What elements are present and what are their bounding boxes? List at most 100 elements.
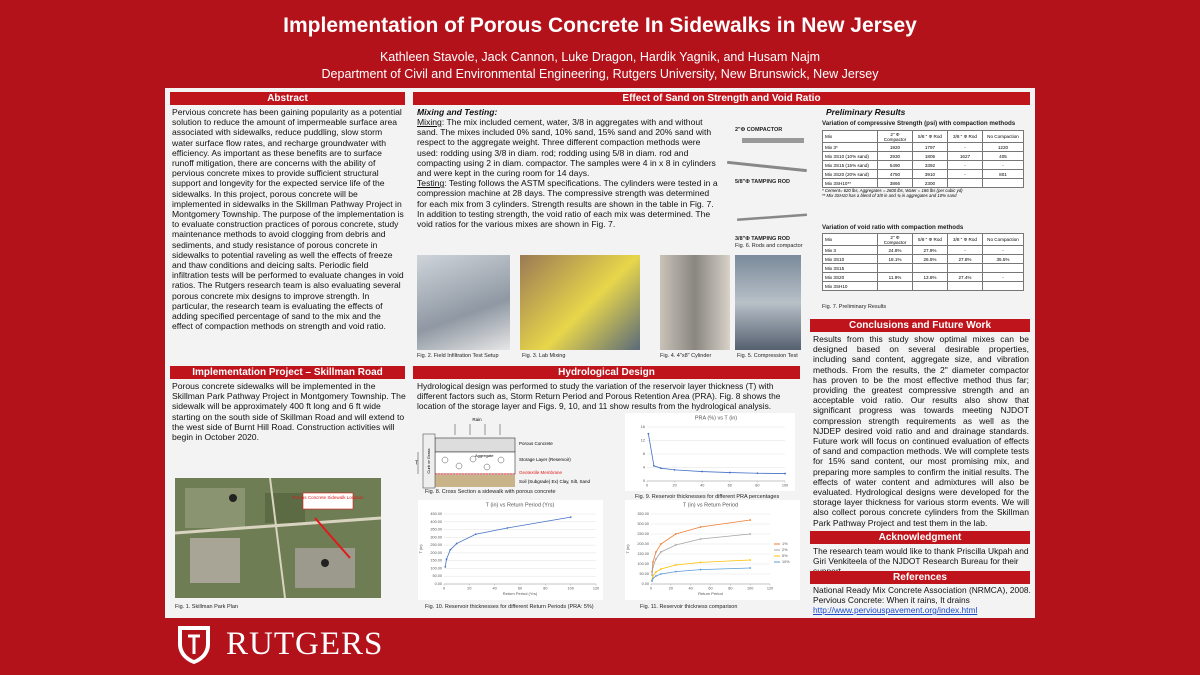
cell: Mix 3S20 [822, 272, 878, 282]
text: : Testing follows the ASTM specification… [417, 178, 718, 230]
point [655, 571, 657, 573]
tool-label: 3/8"Φ TAMPING ROD [735, 236, 790, 242]
cell: Mix 3S10 (10% sand) [822, 151, 878, 161]
point [651, 580, 653, 582]
figure-caption: Fig. 1. Skillman Park Plan [175, 604, 238, 610]
point [699, 568, 702, 571]
point [699, 538, 702, 540]
header-row: Mix 2" Φ Compactor 5/8 " Φ Rod 3/8 " Φ Rod N… [822, 233, 1024, 246]
table-wrap: Mix 2" Φ Compactor 5/8 " Φ Rod 3/8 " Φ Rod N… [822, 233, 1024, 291]
cell: 2930 [877, 151, 913, 161]
reference-text: National Ready Mix Concrete Association … [813, 585, 1031, 606]
section-heading: Implementation Project – Skillman Road [170, 366, 405, 379]
cell: - [947, 245, 983, 255]
tool-label: 2"Φ COMPACTOR [735, 127, 783, 133]
y-tick-label: 8 [643, 452, 645, 456]
cell [912, 281, 948, 291]
x-tick-label: 0 [650, 587, 652, 591]
cell: 3392 [912, 160, 948, 170]
x-tick-label: 60 [518, 587, 522, 591]
x-tick-label: 120 [593, 587, 599, 591]
section-heading: Effect of Sand on Strength and Void Rati… [413, 92, 1030, 105]
section-heading: Hydrological Design [413, 366, 800, 379]
logo-text: RUTGERS [226, 626, 384, 662]
header-cell: No Compaction [982, 233, 1024, 246]
x-tick-label: 20 [672, 484, 676, 488]
point [652, 566, 654, 568]
y-tick-label: 100.00 [637, 562, 649, 566]
point [674, 533, 677, 535]
cell: 27.8% [947, 254, 983, 264]
x-tick-label: 60 [708, 587, 712, 591]
header-row: Mix 2" Φ Compactor 5/8 " Φ Rod 3/8 " Φ Rod N… [822, 130, 1024, 143]
authors: Kathleen Stavole, Jack Cannon, Luke Drag… [379, 50, 821, 64]
x-axis-label: Return Period (Yrs) [503, 591, 538, 596]
point [653, 464, 655, 467]
cell: 27.9% [912, 245, 948, 255]
row: Mix 3S10 18.1% 26.5% 27.8% 35.5% [822, 254, 1024, 264]
plot-bg [625, 413, 795, 491]
table: Mix 2" Φ Compactor 5/8 " Φ Rod 3/8 " Φ Rod N… [822, 130, 1024, 188]
table-note: ** Mix 3SH10 has a blend of 3/8 in and ¾… [822, 193, 957, 198]
results-heading: Preliminary Results [826, 107, 906, 117]
cell: 24.8% [877, 245, 913, 255]
header-cell: 5/8 " Φ Rod [912, 130, 948, 143]
row: Mix 3S15 (15% sand) 5490 3392- - [822, 160, 1024, 170]
point [660, 568, 662, 570]
point [674, 570, 677, 573]
cell: - [982, 160, 1024, 170]
photo [660, 255, 730, 350]
figure-caption: Fig. 9. Reservoir thicknesses for differ… [635, 494, 780, 500]
diagram-label: T [415, 460, 418, 466]
site-map: Porous Concrete Sidewalk Location [175, 478, 381, 598]
cell: 5490 [877, 160, 913, 170]
header-cell: 3/8 " Φ Rod [947, 233, 983, 246]
x-tick-label: 100 [567, 587, 573, 591]
cell: 1627 [947, 151, 983, 161]
x-tick-label: 100 [747, 587, 753, 591]
point [749, 567, 752, 569]
diagram-label: Storage Layer (Reservoir) [519, 457, 571, 462]
diagram-label: Soil (Subgrade) Ex) Clay, Silt, Sand [519, 479, 590, 484]
point [655, 558, 657, 560]
photo [520, 255, 640, 350]
figure-caption: Fig. 5. Compression Test [737, 353, 798, 359]
point [655, 575, 657, 577]
logo-shield [178, 626, 210, 664]
title: Implementation of Porous Concrete In Sid… [283, 14, 917, 37]
map-label: Porous Concrete Sidewalk Location [292, 495, 364, 500]
x-tick-label: 20 [669, 587, 673, 591]
photo [417, 255, 510, 350]
figure-caption: Fig. 4. 4"x8" Cylinder [660, 353, 712, 359]
cell: 3910 [912, 169, 948, 179]
header-cell: No Compaction [982, 130, 1024, 143]
diagram-label: Porous Concrete [519, 441, 553, 446]
cell: 801 [982, 169, 1024, 179]
cell: Mix 3SH10** [822, 178, 878, 188]
y-tick-label: 200.00 [430, 551, 442, 555]
header-cell: Mix [822, 130, 878, 143]
row: Mix 3SH10** 3866 2300 [822, 178, 1024, 188]
affiliation: Department of Civil and Environmental En… [321, 67, 879, 81]
row: Mix 3 24.8% 27.9% - - [822, 245, 1024, 255]
figure-caption: Fig. 3. Lab Mixing [522, 353, 566, 359]
point [659, 467, 662, 470]
methods-text: Mixing: The mix included cement, water, … [417, 117, 719, 229]
reference-link[interactable]: http://www.perviouspavement.org/index.ht… [813, 605, 978, 615]
cell: Mix 3SH10 [822, 281, 878, 291]
point [674, 564, 677, 566]
header-cell: 2" Φ Compactor [877, 233, 913, 246]
cell: 27.4% [947, 272, 983, 282]
cell: - [982, 272, 1024, 282]
point [455, 542, 458, 545]
row: Mix 3SH10 [822, 281, 1024, 291]
chart: PRA (%) vs T (in) 0 4 8 12 16 0 20 40 60 80 100 [625, 413, 795, 491]
table-wrap: Mix 2" Φ Compactor 5/8 " Φ Rod 3/8 " Φ Rod N… [822, 130, 1024, 198]
label: Mixing [417, 117, 442, 127]
chart: T (in) vs Return Period (Yrs) 0.00 50.00 10… [418, 500, 603, 600]
y-tick-label: 50.00 [639, 572, 649, 576]
label: Testing [417, 178, 445, 189]
point [474, 533, 477, 536]
x-tick-label: 60 [728, 484, 732, 488]
